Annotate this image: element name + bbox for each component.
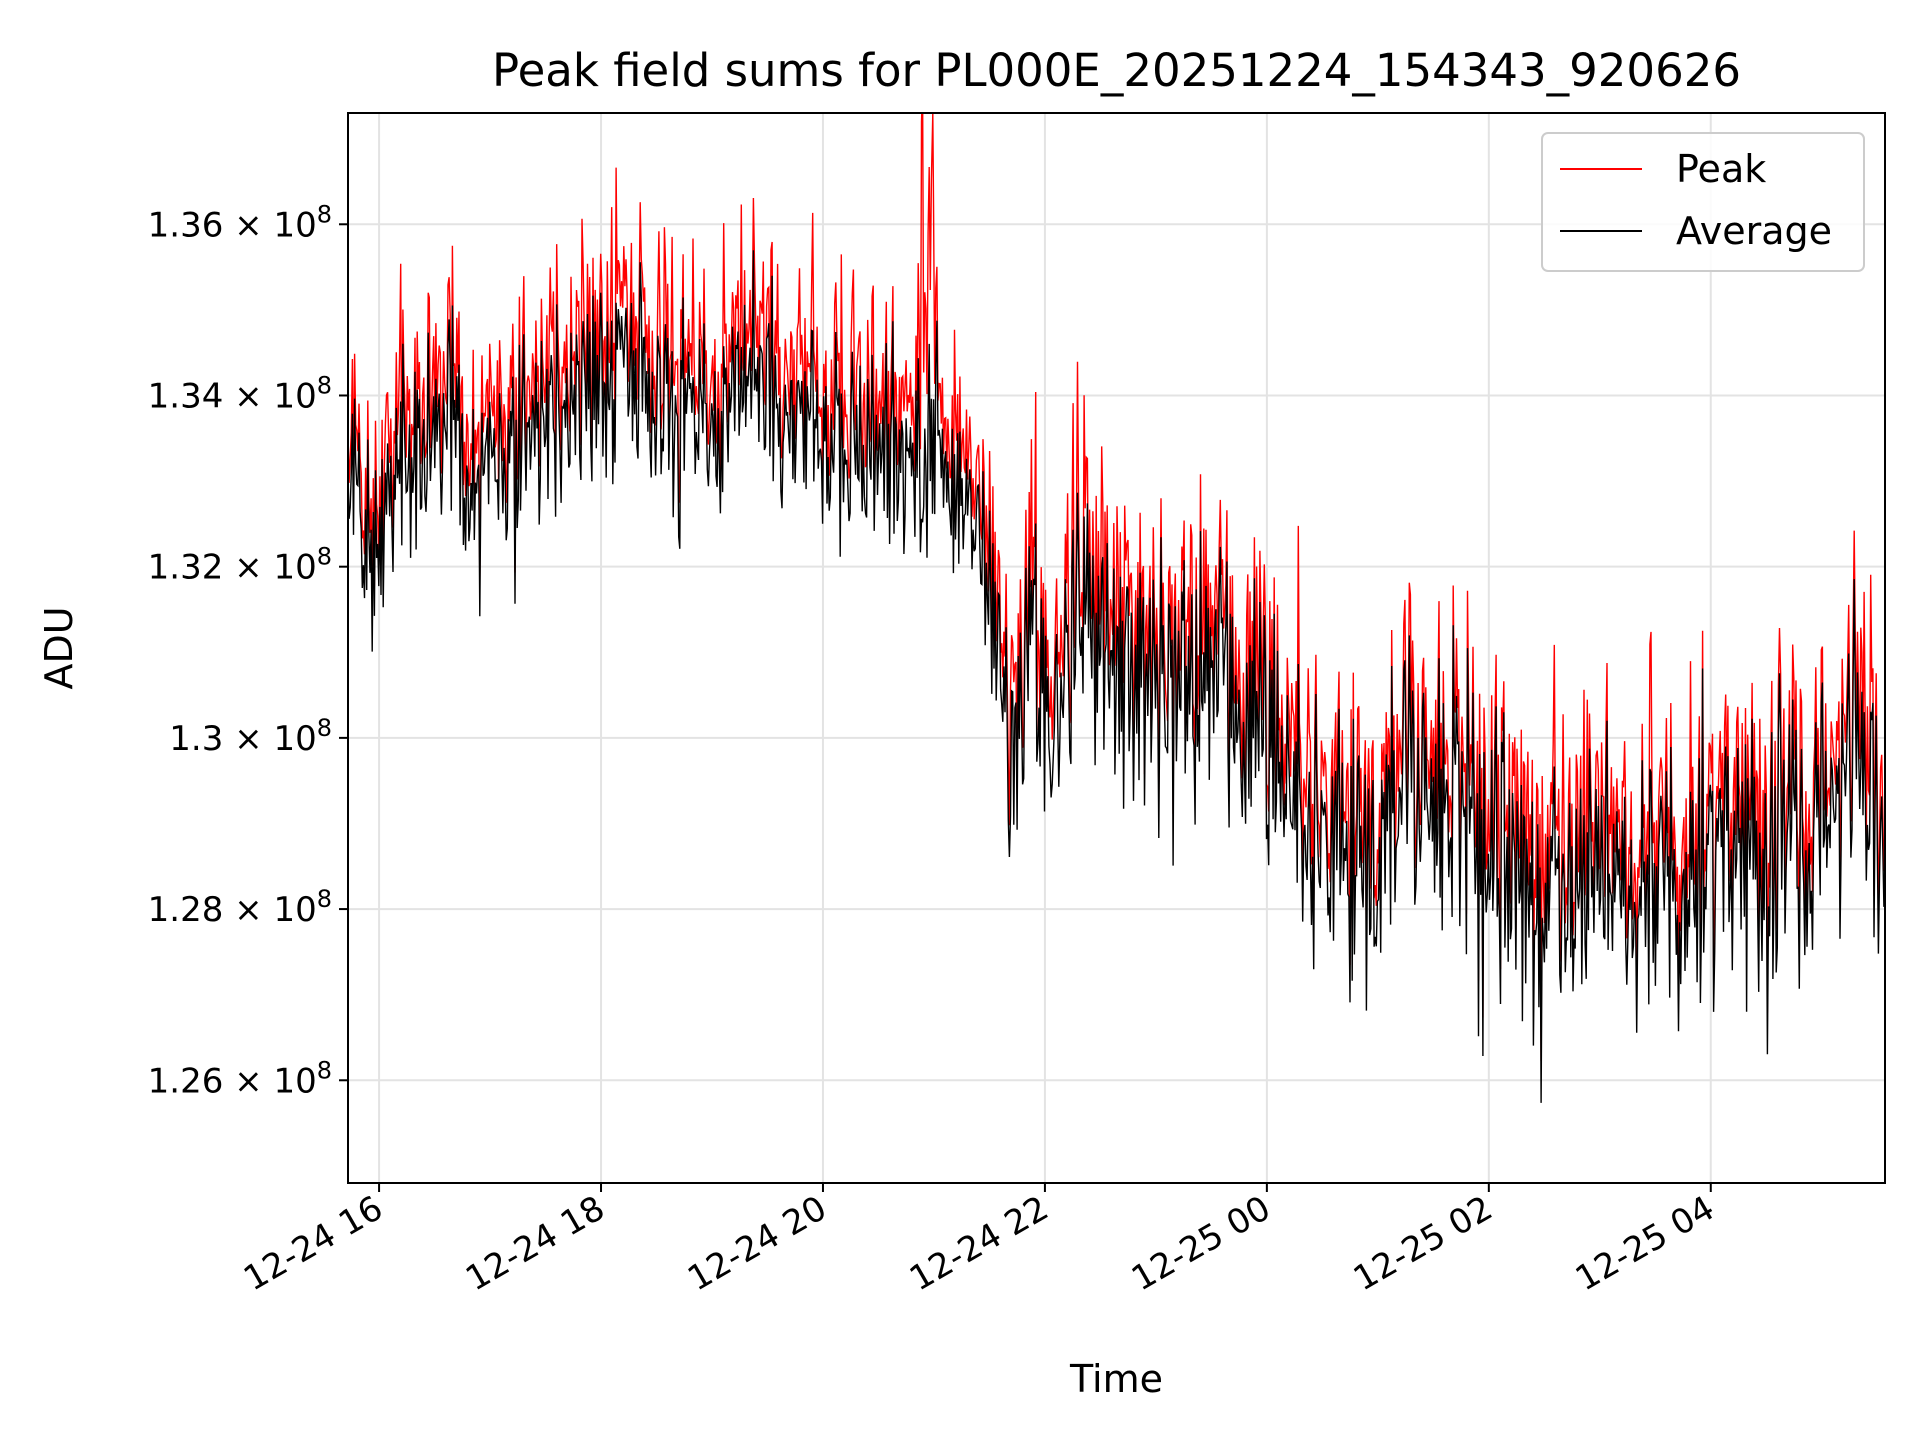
series-layer (348, 113, 1885, 1103)
y-tick-label: 1.26 × 108 (148, 1056, 332, 1101)
y-tick-prefix: × 10 (234, 548, 317, 588)
y-tick-prefix: × 10 (234, 205, 317, 245)
y-tick-label: 1.3 × 108 (169, 714, 332, 759)
legend: Peak Average (1541, 132, 1865, 272)
y-tick-exponent: 8 (317, 543, 332, 571)
legend-label-average: Average (1676, 209, 1832, 253)
y-tick-label: 1.32 × 108 (148, 543, 332, 588)
y-tick-mantissa: 1.36 (148, 205, 235, 245)
y-tick-prefix: × 10 (234, 376, 317, 416)
series-line-average (348, 250, 1885, 1103)
y-tick-mantissa: 1.32 (148, 548, 235, 588)
y-tick-exponent: 8 (317, 714, 332, 742)
chart-title: Peak field sums for PL000E_20251224_1543… (492, 44, 1741, 97)
y-tick-mantissa: 1.34 (148, 376, 235, 416)
y-tick-prefix: × 10 (234, 719, 317, 759)
y-axis-title: ADU (37, 606, 81, 689)
legend-label-peak: Peak (1676, 147, 1766, 191)
y-tick-prefix: × 10 (234, 890, 317, 930)
y-tick-label: 1.28 × 108 (148, 885, 332, 930)
series-line-peak (348, 113, 1885, 1061)
y-tick-label: 1.36 × 108 (148, 200, 332, 245)
y-tick-mantissa: 1.26 (148, 1061, 235, 1101)
y-tick-exponent: 8 (317, 200, 332, 228)
y-tick-mantissa: 1.28 (148, 890, 235, 930)
legend-box (1541, 132, 1865, 272)
y-tick-exponent: 8 (317, 885, 332, 913)
y-tick-label: 1.34 × 108 (148, 371, 332, 416)
y-tick-prefix: × 10 (234, 1061, 317, 1101)
plot-frame (347, 112, 1886, 1184)
y-tick-exponent: 8 (317, 1056, 332, 1084)
y-tick-mantissa: 1.3 (169, 719, 234, 759)
x-axis-title: Time (1069, 1357, 1163, 1401)
y-tick-exponent: 8 (317, 371, 332, 399)
